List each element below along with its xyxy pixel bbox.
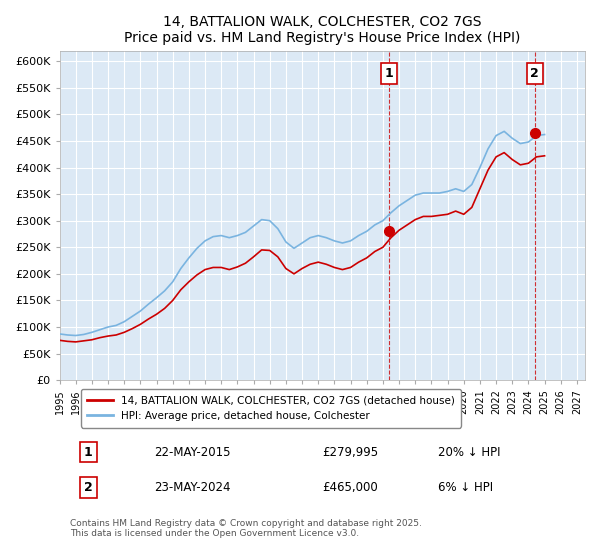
Text: 22-MAY-2015: 22-MAY-2015 xyxy=(154,446,230,459)
Text: £279,995: £279,995 xyxy=(322,446,379,459)
Text: 23-MAY-2024: 23-MAY-2024 xyxy=(154,481,230,494)
Text: 1: 1 xyxy=(84,446,93,459)
Title: 14, BATTALION WALK, COLCHESTER, CO2 7GS
Price paid vs. HM Land Registry's House : 14, BATTALION WALK, COLCHESTER, CO2 7GS … xyxy=(124,15,520,45)
Text: 6% ↓ HPI: 6% ↓ HPI xyxy=(438,481,493,494)
Legend: 14, BATTALION WALK, COLCHESTER, CO2 7GS (detached house), HPI: Average price, de: 14, BATTALION WALK, COLCHESTER, CO2 7GS … xyxy=(80,389,461,427)
Text: £465,000: £465,000 xyxy=(322,481,378,494)
Text: 2: 2 xyxy=(530,67,539,80)
Text: 20% ↓ HPI: 20% ↓ HPI xyxy=(438,446,500,459)
Text: Contains HM Land Registry data © Crown copyright and database right 2025.
This d: Contains HM Land Registry data © Crown c… xyxy=(70,519,422,538)
Text: 2: 2 xyxy=(84,481,93,494)
Text: 1: 1 xyxy=(385,67,394,80)
